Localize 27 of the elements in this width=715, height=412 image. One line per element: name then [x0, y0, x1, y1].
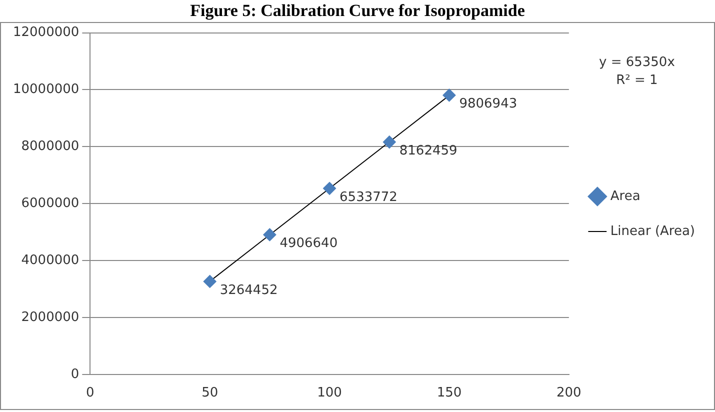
legend-label: Linear (Area) [610, 224, 696, 239]
point [382, 136, 396, 149]
data-label: 9806943 [459, 96, 518, 112]
x-tick-label: 200 [556, 386, 582, 401]
y-tick-label: 4000000 [21, 252, 80, 268]
data-label: 4906640 [280, 236, 338, 252]
x-tick-label: 100 [317, 386, 342, 401]
y-tick-label: 6000000 [21, 196, 80, 211]
text: y = 65350x [599, 55, 676, 70]
y-tick-label: 2000000 [21, 310, 80, 325]
text: R² = 1 [616, 73, 658, 88]
data-label: 8162459 [399, 143, 458, 158]
point [323, 182, 336, 195]
y-tick-label: 12000000 [12, 25, 80, 40]
point [442, 88, 456, 102]
y-tick-label: 10000000 [12, 82, 80, 98]
y-tick-label: 8000000 [21, 139, 80, 154]
x-tick-label: 150 [436, 386, 462, 401]
data-label: 3264452 [220, 282, 278, 298]
chart-title: Figure 5: Calibration Curve for Isopropamide [189, 0, 526, 22]
y-tick-label: 0 [70, 366, 80, 382]
legend-label: Area [610, 188, 640, 204]
x-tick-label: 50 [202, 386, 218, 401]
data-label: 6533772 [340, 190, 398, 205]
point [203, 274, 216, 288]
x-tick-label: 0 [86, 386, 94, 401]
point [263, 228, 276, 242]
